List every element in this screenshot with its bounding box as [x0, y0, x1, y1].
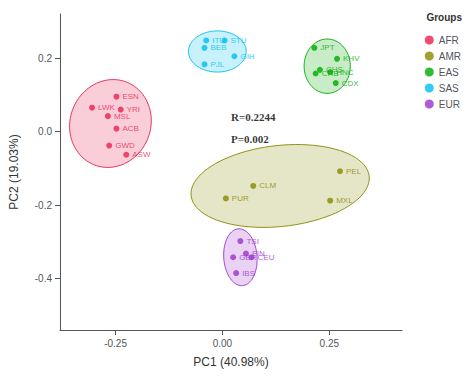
- svg-text:BEB: BEB: [210, 43, 226, 52]
- svg-text:STU: STU: [231, 36, 247, 45]
- svg-text:CLM: CLM: [259, 181, 276, 190]
- svg-text:R=0.2244: R=0.2244: [231, 111, 276, 123]
- svg-text:0.0: 0.0: [38, 126, 52, 137]
- svg-text:PUR: PUR: [232, 194, 249, 203]
- svg-text:HNC: HNC: [336, 68, 354, 77]
- svg-text:P=0.002: P=0.002: [231, 133, 269, 145]
- svg-text:CEU: CEU: [258, 253, 275, 262]
- svg-text:PEL: PEL: [346, 167, 362, 176]
- svg-text:PJL: PJL: [210, 60, 224, 69]
- svg-text:CDX: CDX: [342, 79, 360, 88]
- svg-text:AMR: AMR: [439, 51, 461, 62]
- svg-text:EAS: EAS: [439, 67, 459, 78]
- svg-text:ESN: ESN: [122, 92, 139, 101]
- svg-text:-0.4: -0.4: [35, 273, 53, 284]
- svg-text:0.2: 0.2: [38, 53, 52, 64]
- svg-text:ITU: ITU: [212, 36, 226, 45]
- svg-text:AFR: AFR: [439, 35, 459, 46]
- svg-text:JPT: JPT: [320, 43, 334, 52]
- svg-text:KHV: KHV: [343, 54, 360, 63]
- svg-text:EUR: EUR: [439, 99, 460, 110]
- svg-text:IBS: IBS: [242, 269, 255, 278]
- svg-text:Groups: Groups: [426, 12, 462, 23]
- svg-text:CHB: CHB: [321, 69, 339, 78]
- svg-text:MXL: MXL: [336, 196, 353, 205]
- svg-text:-0.25: -0.25: [104, 338, 127, 349]
- svg-text:GBR: GBR: [239, 253, 257, 262]
- svg-text:YRI: YRI: [126, 105, 140, 114]
- svg-text:ACB: ACB: [122, 124, 138, 133]
- svg-text:GIH: GIH: [240, 52, 254, 61]
- svg-text:0.25: 0.25: [320, 338, 340, 349]
- svg-text:MSL: MSL: [114, 112, 131, 121]
- svg-text:TSI: TSI: [246, 237, 258, 246]
- svg-text:ASW: ASW: [132, 150, 151, 159]
- svg-text:0.00: 0.00: [213, 338, 233, 349]
- svg-text:PC1 (40.98%): PC1 (40.98%): [193, 355, 268, 369]
- svg-text:PC2 (19.03%): PC2 (19.03%): [7, 134, 21, 209]
- svg-text:GWD: GWD: [115, 141, 135, 150]
- svg-text:-0.2: -0.2: [35, 200, 53, 211]
- svg-text:SAS: SAS: [439, 83, 459, 94]
- svg-text:LWK: LWK: [98, 103, 115, 112]
